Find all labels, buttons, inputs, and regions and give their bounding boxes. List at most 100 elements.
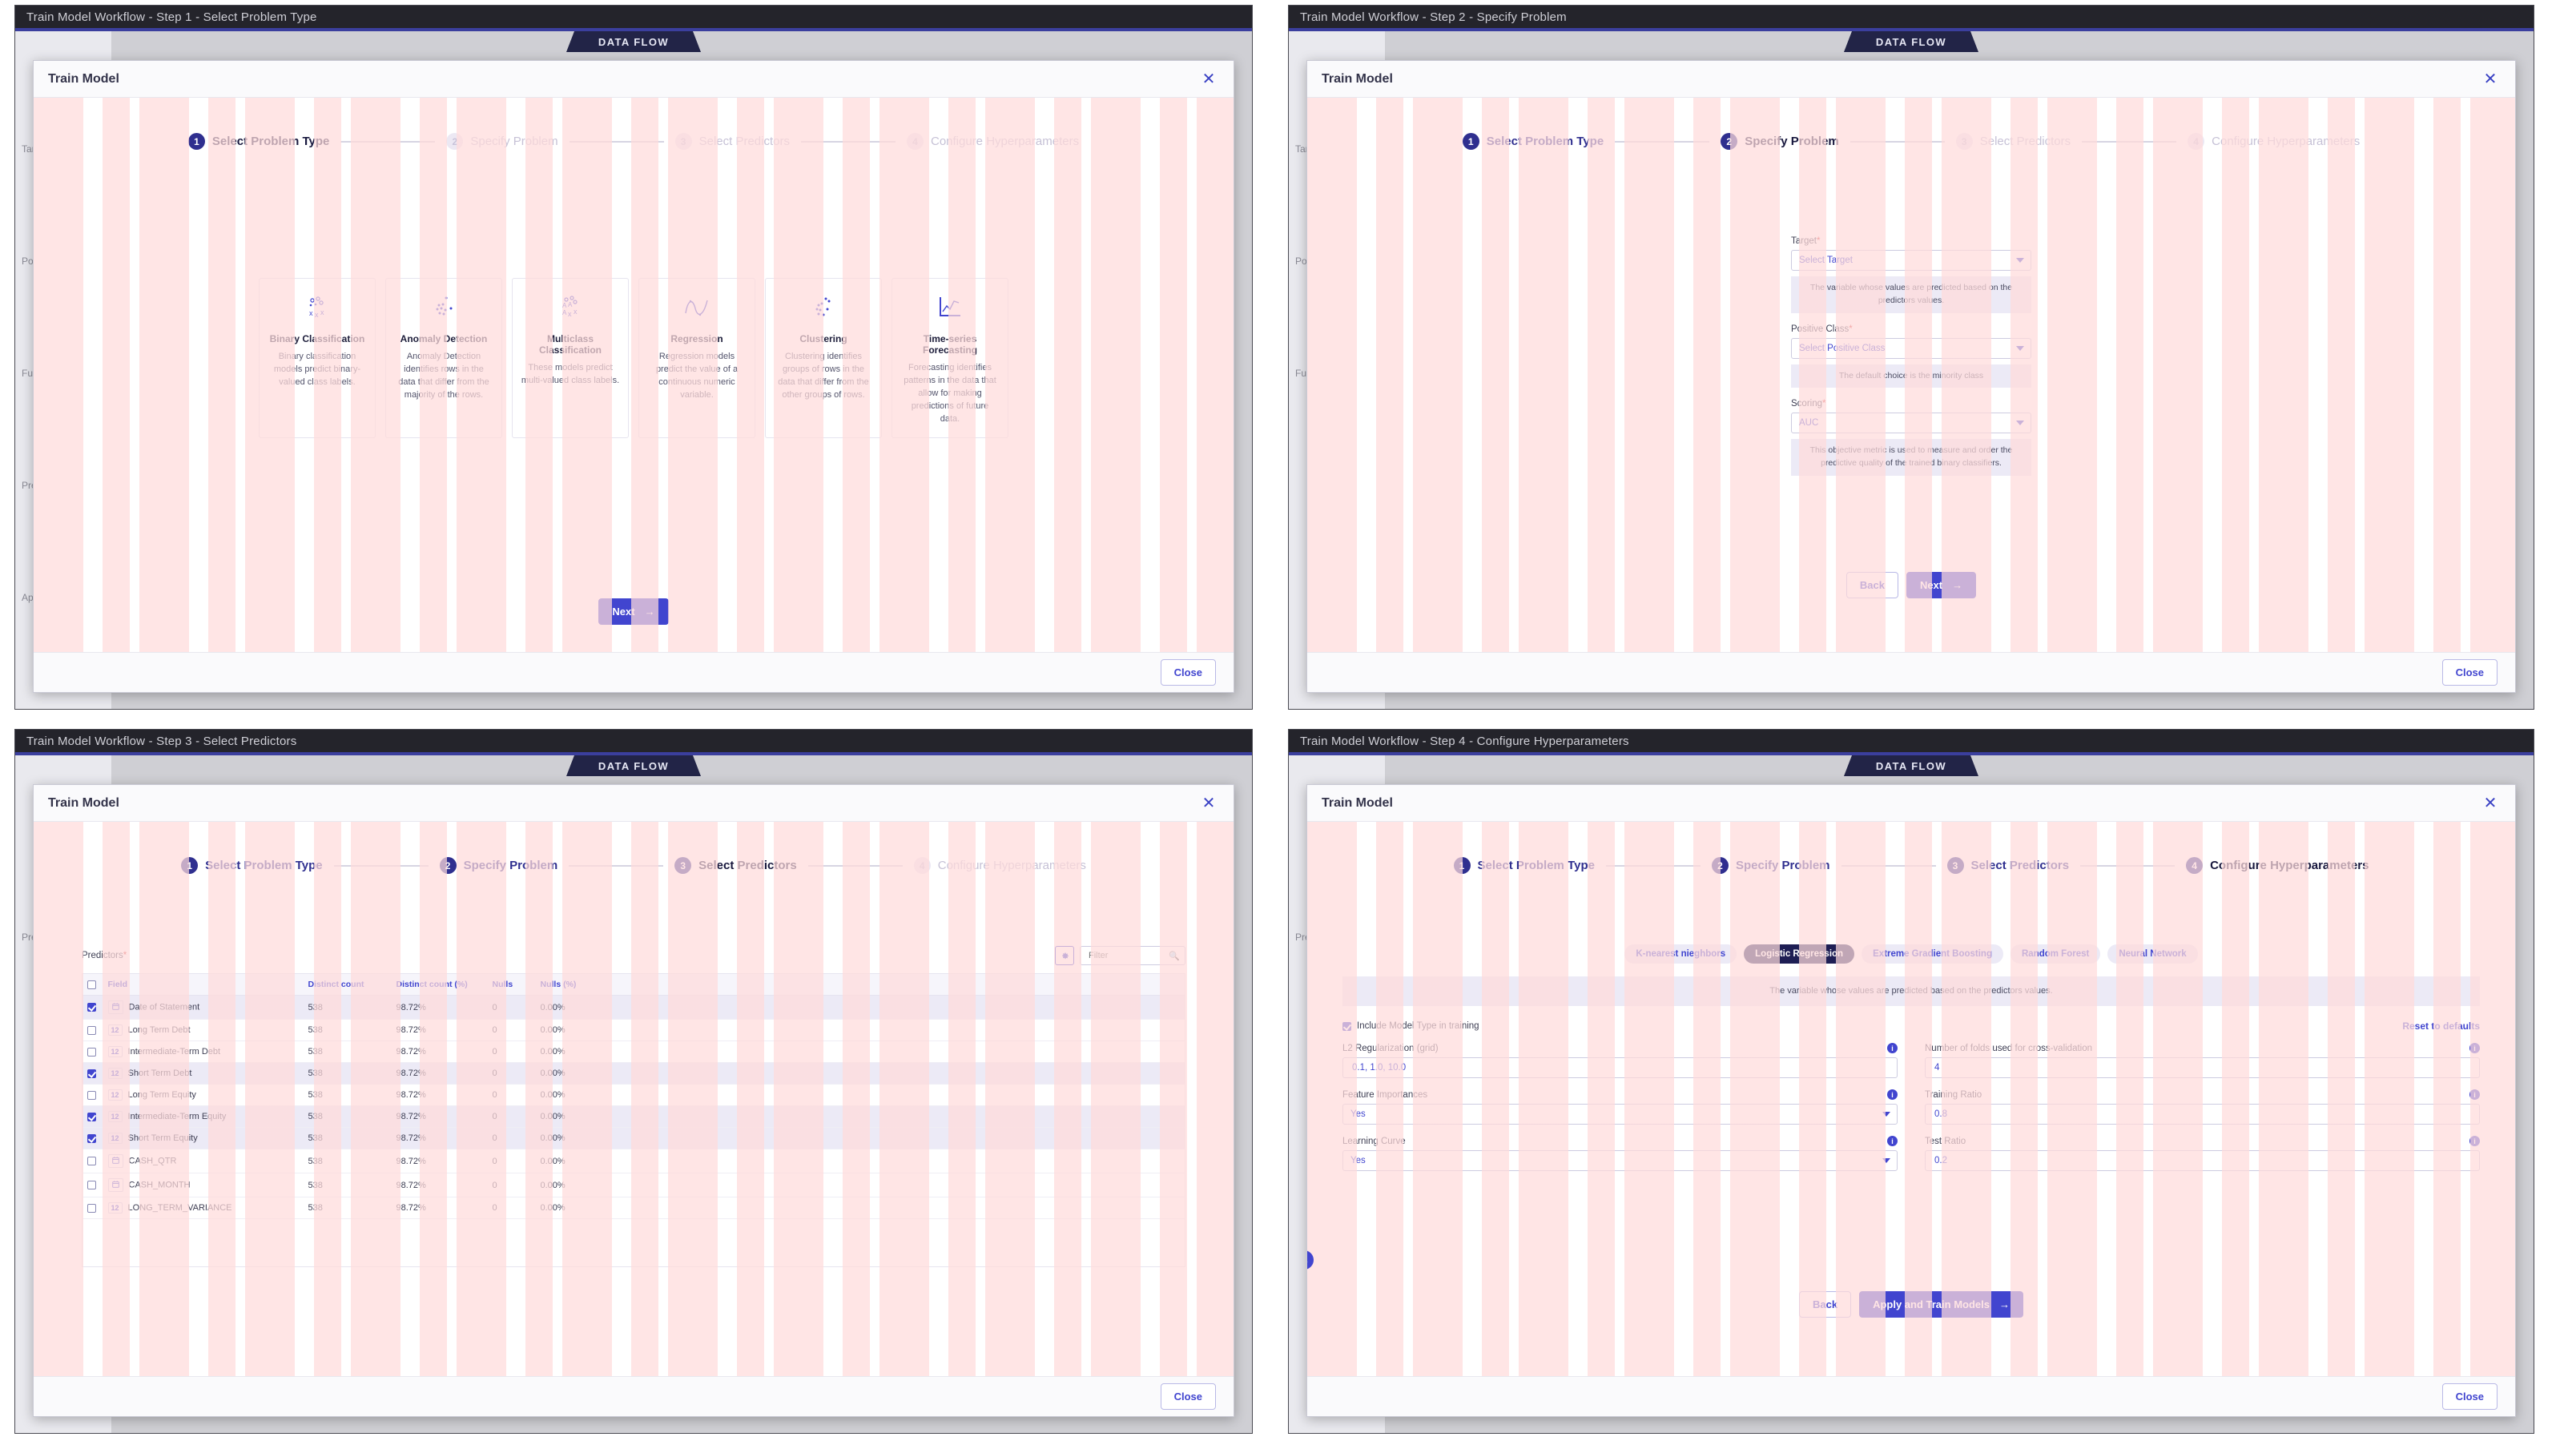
row-select-cell[interactable] — [82, 1127, 103, 1149]
close-button[interactable]: Close — [2441, 659, 2498, 686]
step-2[interactable]: 2 Specify Problem — [446, 133, 558, 150]
hp-text-input[interactable] — [1342, 1057, 1898, 1079]
table-row[interactable]: CASH_QTR 538 98.72% 0 0.00% — [82, 1149, 1185, 1173]
next-button[interactable]: Next → — [598, 598, 669, 625]
step-1[interactable]: 1 Select Problem Type — [187, 133, 329, 150]
next-button[interactable]: Next → — [1906, 571, 1977, 598]
hp-value[interactable] — [1933, 1155, 2472, 1167]
row-select-cell[interactable] — [82, 1197, 103, 1219]
col-distinct-pct[interactable]: Distinct count (%) — [391, 973, 488, 996]
row-checkbox[interactable] — [87, 1133, 96, 1143]
back-button[interactable]: Back — [1845, 571, 1898, 598]
close-button[interactable]: Close — [2441, 1383, 2498, 1410]
target-select[interactable]: Select Target — [1791, 250, 2031, 271]
select-all-checkbox[interactable] — [87, 980, 96, 989]
card-regression[interactable]: Regression Regression models predict the… — [638, 278, 755, 438]
reset-to-defaults-button[interactable]: Reset to defaults — [2402, 1020, 2480, 1032]
step-3[interactable]: 3 Select Predictors — [1946, 857, 2069, 874]
step-3[interactable]: 3 Select Predictors — [674, 857, 797, 874]
hp-select[interactable]: Yes — [1342, 1104, 1898, 1125]
row-checkbox[interactable] — [87, 1090, 96, 1100]
row-select-cell[interactable] — [82, 1105, 103, 1128]
step-4[interactable]: 4 Configure Hyperparameters — [2186, 857, 2369, 874]
row-checkbox[interactable] — [87, 1047, 96, 1057]
hp-text-input[interactable] — [1925, 1104, 2480, 1125]
hp-value[interactable] — [1933, 1109, 2472, 1121]
step-2[interactable]: 2 Specify Problem — [1711, 857, 1830, 874]
tab-data-flow[interactable]: DATA FLOW — [566, 31, 701, 52]
positive-class-select[interactable]: Select Positive Class — [1791, 337, 2031, 359]
table-row[interactable]: 12 Short Term Equity 538 98.72% 0 0.00% — [82, 1127, 1185, 1149]
row-select-cell[interactable] — [82, 1149, 103, 1173]
row-checkbox[interactable] — [87, 1203, 96, 1213]
col-nulls-pct[interactable]: Nulls (%) — [535, 973, 608, 996]
row-checkbox[interactable] — [87, 1069, 96, 1078]
info-icon[interactable]: i — [2469, 1136, 2480, 1147]
select-all-header[interactable] — [82, 973, 103, 996]
table-row[interactable]: 12 Intermediate-Term Equity 538 98.72% 0 0.00… — [82, 1105, 1185, 1128]
hp-text-input[interactable] — [1925, 1150, 2480, 1172]
step-1[interactable]: 1 Select Problem Type — [181, 857, 323, 874]
step-2[interactable]: 2 Specify Problem — [439, 857, 557, 874]
include-model-type-toggle[interactable]: Include Model Type in training — [1342, 1021, 1479, 1031]
close-button[interactable]: Close — [1160, 1383, 1216, 1410]
hp-select[interactable]: Yes — [1342, 1150, 1898, 1172]
row-select-cell[interactable] — [82, 995, 103, 1020]
step-4[interactable]: 4 Configure Hyperparameters — [2188, 133, 2360, 150]
col-field[interactable]: Field — [103, 973, 304, 996]
model-chip[interactable]: Random Forest — [2010, 944, 2101, 964]
row-checkbox[interactable] — [87, 1112, 96, 1121]
row-checkbox[interactable] — [87, 1181, 96, 1190]
step-4[interactable]: 4 Configure Hyperparameters — [906, 133, 1079, 150]
info-icon[interactable]: i — [2469, 1043, 2480, 1054]
table-row[interactable]: 12 Short Term Debt 538 98.72% 0 0.00% — [82, 1062, 1185, 1085]
table-row[interactable]: 12 Long Term Debt 538 98.72% 0 0.00% — [82, 1019, 1185, 1041]
filter-field[interactable]: 🔍 — [1080, 946, 1185, 965]
step-3[interactable]: 3 Select Predictors — [674, 133, 790, 150]
hp-value[interactable] — [1350, 1062, 1890, 1074]
arrow-left-icon[interactable]: ← — [1307, 1250, 1314, 1270]
col-distinct-count[interactable]: Distinct count — [303, 973, 392, 996]
row-select-cell[interactable] — [82, 1040, 103, 1063]
model-chip[interactable]: Logistic Regression — [1744, 944, 1855, 964]
include-model-type-checkbox[interactable] — [1342, 1021, 1351, 1031]
hp-value[interactable] — [1933, 1062, 2472, 1074]
table-row[interactable]: 12 LONG_TERM_VARIANCE 538 98.72% 0 0.00% — [82, 1197, 1185, 1219]
row-checkbox[interactable] — [87, 1025, 96, 1035]
card-anomaly-detection[interactable]: Anomaly Detection Anomaly Detection iden… — [385, 278, 502, 438]
gear-icon[interactable] — [1055, 946, 1074, 965]
info-icon[interactable]: i — [1887, 1136, 1898, 1147]
tab-data-flow[interactable]: DATA FLOW — [1844, 31, 1978, 52]
table-row[interactable]: 12 Intermediate-Term Debt 538 98.72% 0 0.00% — [82, 1040, 1185, 1063]
info-icon[interactable]: i — [2469, 1089, 2480, 1101]
info-icon[interactable]: i — [1887, 1089, 1898, 1101]
row-checkbox[interactable] — [87, 1157, 96, 1166]
back-button[interactable]: Back — [1799, 1291, 1852, 1318]
card-clustering[interactable]: Clustering Clustering identifies groups … — [765, 278, 882, 438]
close-icon[interactable]: ✕ — [2483, 70, 2498, 88]
scoring-select[interactable]: AUC — [1791, 413, 2031, 434]
close-button[interactable]: Close — [1160, 659, 1216, 686]
step-1[interactable]: 1 Select Problem Type — [1462, 133, 1604, 150]
step-1[interactable]: 1 Select Problem Type — [1453, 857, 1595, 874]
col-nulls[interactable]: Nulls — [487, 973, 536, 996]
filter-input[interactable] — [1087, 950, 1167, 961]
row-select-cell[interactable] — [82, 1084, 103, 1106]
step-3[interactable]: 3 Select Predictors — [1955, 133, 2071, 150]
tab-data-flow[interactable]: DATA FLOW — [1844, 755, 1978, 776]
table-row[interactable]: Date of Statement 538 98.72% 0 0.00% — [82, 995, 1185, 1020]
table-row[interactable]: 12 Long Term Equity 538 98.72% 0 0.00% — [82, 1084, 1185, 1106]
close-icon[interactable]: ✕ — [1201, 795, 1216, 812]
model-chip[interactable]: Extreme Gradient Boosting — [1862, 944, 2003, 964]
step-2[interactable]: 2 Specify Problem — [1721, 133, 1839, 150]
hp-text-input[interactable] — [1925, 1057, 2480, 1079]
model-chip[interactable]: K-nearest nieghbors — [1624, 944, 1737, 964]
table-row[interactable]: CASH_MONTH 538 98.72% 0 0.00% — [82, 1173, 1185, 1197]
card-time-series-forecasting[interactable]: Time-series Forecasting Forecasting iden… — [892, 278, 1008, 438]
tab-data-flow[interactable]: DATA FLOW — [566, 755, 701, 776]
row-select-cell[interactable] — [82, 1062, 103, 1085]
step-4[interactable]: 4 Configure Hyperparameters — [913, 857, 1086, 874]
row-checkbox[interactable] — [87, 1003, 96, 1012]
row-select-cell[interactable] — [82, 1019, 103, 1041]
